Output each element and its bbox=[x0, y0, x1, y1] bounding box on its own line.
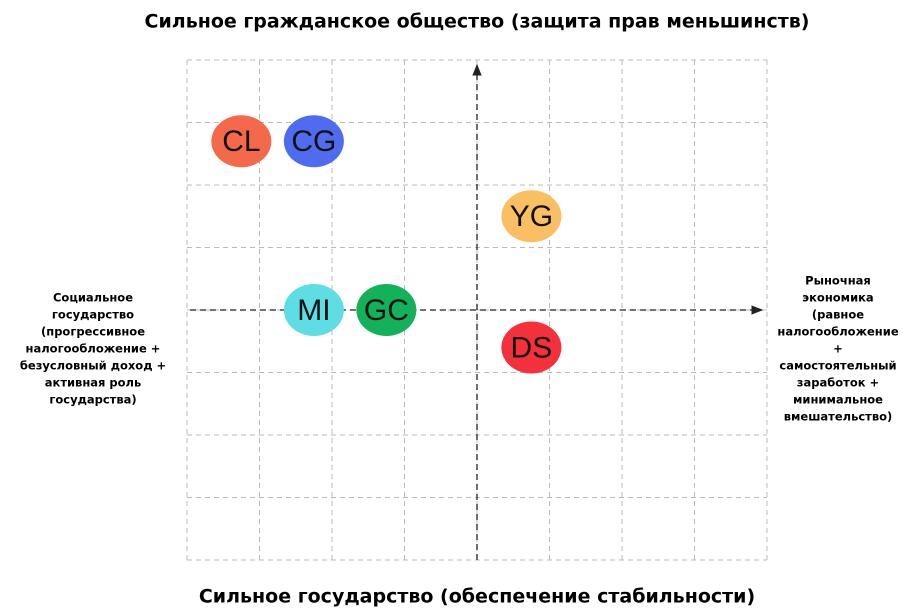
point bbox=[501, 190, 562, 243]
right-label: (равное bbox=[812, 308, 864, 322]
right-label: вмешательство) bbox=[784, 410, 893, 424]
right-label: минимальное bbox=[793, 393, 883, 407]
chart-title: Сильное гражданское общество (защита пра… bbox=[145, 11, 810, 33]
point-label: MI bbox=[297, 294, 330, 327]
right-label: заработок + bbox=[797, 376, 879, 390]
point bbox=[211, 115, 272, 168]
right-label: самостоятельный bbox=[779, 359, 896, 373]
left-label: государства) bbox=[49, 393, 136, 407]
right-label: Рыночная bbox=[805, 274, 871, 288]
point bbox=[283, 115, 344, 168]
right-label: налогообложение bbox=[777, 325, 898, 339]
left-label: государство bbox=[52, 308, 134, 322]
point bbox=[501, 321, 562, 374]
point-label: GC bbox=[364, 294, 409, 327]
left-label: Социальное bbox=[53, 291, 133, 305]
point bbox=[356, 284, 417, 336]
left-label: налогообложение + bbox=[26, 342, 161, 356]
right-label: + bbox=[833, 342, 843, 356]
point-label: CL bbox=[222, 125, 260, 158]
right-label: экономика bbox=[802, 291, 873, 305]
point-label: YG bbox=[510, 200, 553, 233]
point-label: CG bbox=[291, 125, 336, 158]
point-label: DS bbox=[511, 331, 553, 364]
left-label: активная роль bbox=[45, 376, 142, 390]
left-label: (прогрессивное bbox=[41, 325, 145, 339]
point bbox=[283, 284, 344, 336]
bottom-label: Сильное государство (обеспечение стабиль… bbox=[199, 586, 755, 608]
left-label: безусловный доход + bbox=[20, 359, 166, 373]
